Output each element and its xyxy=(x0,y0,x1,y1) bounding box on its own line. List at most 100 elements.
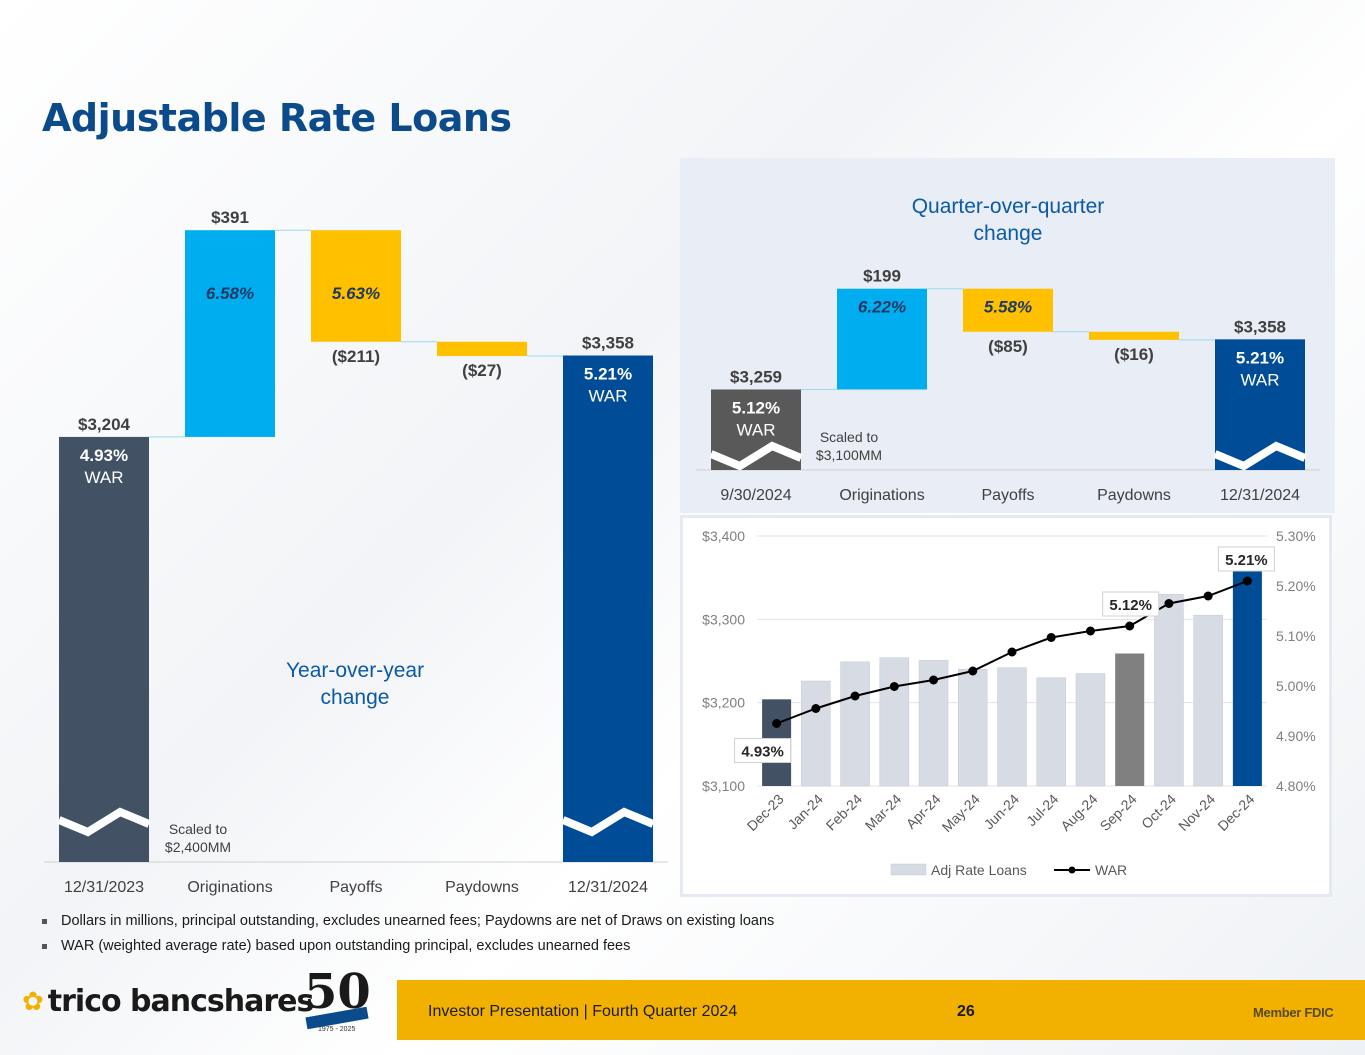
monthly-bar xyxy=(1075,673,1106,787)
scale-note: Scaled to xyxy=(820,429,879,445)
war-label: WAR xyxy=(1240,370,1279,389)
monthly-bar xyxy=(997,667,1027,787)
scale-break-icon xyxy=(709,441,803,471)
war-point xyxy=(811,704,821,713)
value-label: $199 xyxy=(863,267,901,286)
monthly-bar xyxy=(1154,594,1184,787)
legend-marker xyxy=(1068,866,1076,874)
y-tick-label: $3,300 xyxy=(702,611,745,627)
footnotes: Dollars in millions, principal outstandi… xyxy=(42,913,774,963)
rate-label: 6.58% xyxy=(206,284,254,303)
war-label: WAR xyxy=(736,420,775,439)
y2-tick-label: 4.80% xyxy=(1276,778,1316,794)
waterfall-bar xyxy=(1089,331,1179,340)
war-rate-label: 4.93% xyxy=(80,446,128,465)
x-tick-label: Sep-24 xyxy=(1097,791,1140,834)
callout-box xyxy=(1102,591,1160,617)
chart-annotation: change xyxy=(974,222,1043,245)
footer-text: Investor Presentation | Fourth Quarter 2… xyxy=(428,1003,738,1020)
scale-note: Scaled to xyxy=(169,821,228,837)
scale-break-icon xyxy=(57,807,151,837)
x-tick-label: Feb-24 xyxy=(823,791,866,834)
category-label: 12/31/2024 xyxy=(568,879,648,896)
x-tick-label: Dec-23 xyxy=(744,791,787,834)
scale-note: $3,100MM xyxy=(816,447,882,463)
x-tick-label: Oct-24 xyxy=(1138,791,1179,832)
x-tick-label: Apr-24 xyxy=(903,791,944,832)
war-rate-label: 5.12% xyxy=(732,398,780,417)
monthly-bar xyxy=(958,669,988,787)
chart-annotation: change xyxy=(321,686,390,709)
monthly-bar xyxy=(879,657,910,787)
category-label: Originations xyxy=(839,487,924,504)
value-label: ($85) xyxy=(988,337,1028,356)
x-tick-label: May-24 xyxy=(939,791,983,835)
category-label: Paydowns xyxy=(1097,487,1171,504)
waterfall-bar xyxy=(837,288,927,390)
value-label: ($27) xyxy=(462,361,502,380)
monthly-bar xyxy=(840,661,870,787)
chart-annotation: Year-over-year xyxy=(286,659,424,682)
war-point xyxy=(850,691,860,701)
category-label: 9/30/2024 xyxy=(720,487,791,504)
value-label: $3,204 xyxy=(78,415,131,434)
footnote-text: Dollars in millions, principal outstandi… xyxy=(61,913,775,929)
y-tick-label: $3,400 xyxy=(702,528,745,544)
war-label: WAR xyxy=(84,468,123,487)
waterfall-bar xyxy=(963,288,1053,332)
monthly-bar xyxy=(801,680,831,787)
footnote: Dollars in millions, principal outstandi… xyxy=(42,913,774,929)
value-label: $3,259 xyxy=(730,367,782,386)
waterfall-bar xyxy=(59,436,149,862)
x-tick-label: Jan-24 xyxy=(784,791,826,833)
waterfall-bar xyxy=(185,230,275,437)
page-title: Adjustable Rate Loans xyxy=(42,96,512,140)
y2-tick-label: 5.30% xyxy=(1276,528,1316,544)
callout-label: 4.93% xyxy=(741,744,784,761)
value-label: $3,358 xyxy=(582,334,634,353)
scale-note: $2,400MM xyxy=(165,839,231,855)
footer-bar xyxy=(397,980,1365,1040)
x-tick-label: Jun-24 xyxy=(981,791,1023,833)
monthly-bar xyxy=(1115,653,1145,786)
rate-label: 5.58% xyxy=(984,298,1032,317)
y-tick-label: $3,200 xyxy=(702,695,745,711)
rate-label: 6.22% xyxy=(858,298,906,317)
anniversary-badge: 50 1975 - 2025 xyxy=(300,964,378,1038)
war-point xyxy=(968,666,978,676)
scale-break-icon xyxy=(561,807,655,837)
wheat-icon: ✿ xyxy=(22,986,44,1016)
category-label: Payoffs xyxy=(329,879,382,896)
war-point xyxy=(1203,591,1213,601)
war-point xyxy=(1242,576,1252,586)
monthly-bar xyxy=(1193,614,1223,787)
war-point xyxy=(772,719,782,728)
y2-tick-label: 4.90% xyxy=(1276,728,1316,744)
legend-label: Adj Rate Loans xyxy=(931,862,1027,878)
category-label: 12/31/2023 xyxy=(64,879,144,896)
rate-label: 5.63% xyxy=(332,284,380,303)
legend-bar-swatch xyxy=(890,863,927,876)
war-point xyxy=(1125,621,1135,631)
value-label: ($211) xyxy=(332,347,380,366)
callout-box xyxy=(1217,546,1275,572)
monthly-bar xyxy=(1232,571,1262,786)
page-number: 26 xyxy=(957,1003,975,1020)
anniversary-years: 1975 - 2025 xyxy=(318,1026,356,1033)
callout-label: 5.21% xyxy=(1225,552,1268,569)
war-point xyxy=(929,675,939,685)
x-tick-label: Dec-24 xyxy=(1214,791,1257,834)
footnote: WAR (weighted average rate) based upon o… xyxy=(42,938,774,954)
x-tick-label: Nov-24 xyxy=(1175,791,1218,834)
war-point xyxy=(1085,626,1095,636)
war-rate-label: 5.21% xyxy=(1236,348,1284,367)
x-tick-label: Mar-24 xyxy=(862,791,905,834)
war-point xyxy=(1164,599,1174,608)
waterfall-bar xyxy=(311,230,401,342)
monthly-bar xyxy=(1036,677,1066,787)
value-label: $391 xyxy=(211,208,249,227)
logo-text: trico bancshares xyxy=(47,984,315,1019)
waterfall-bar xyxy=(437,341,527,357)
war-point xyxy=(889,682,899,691)
